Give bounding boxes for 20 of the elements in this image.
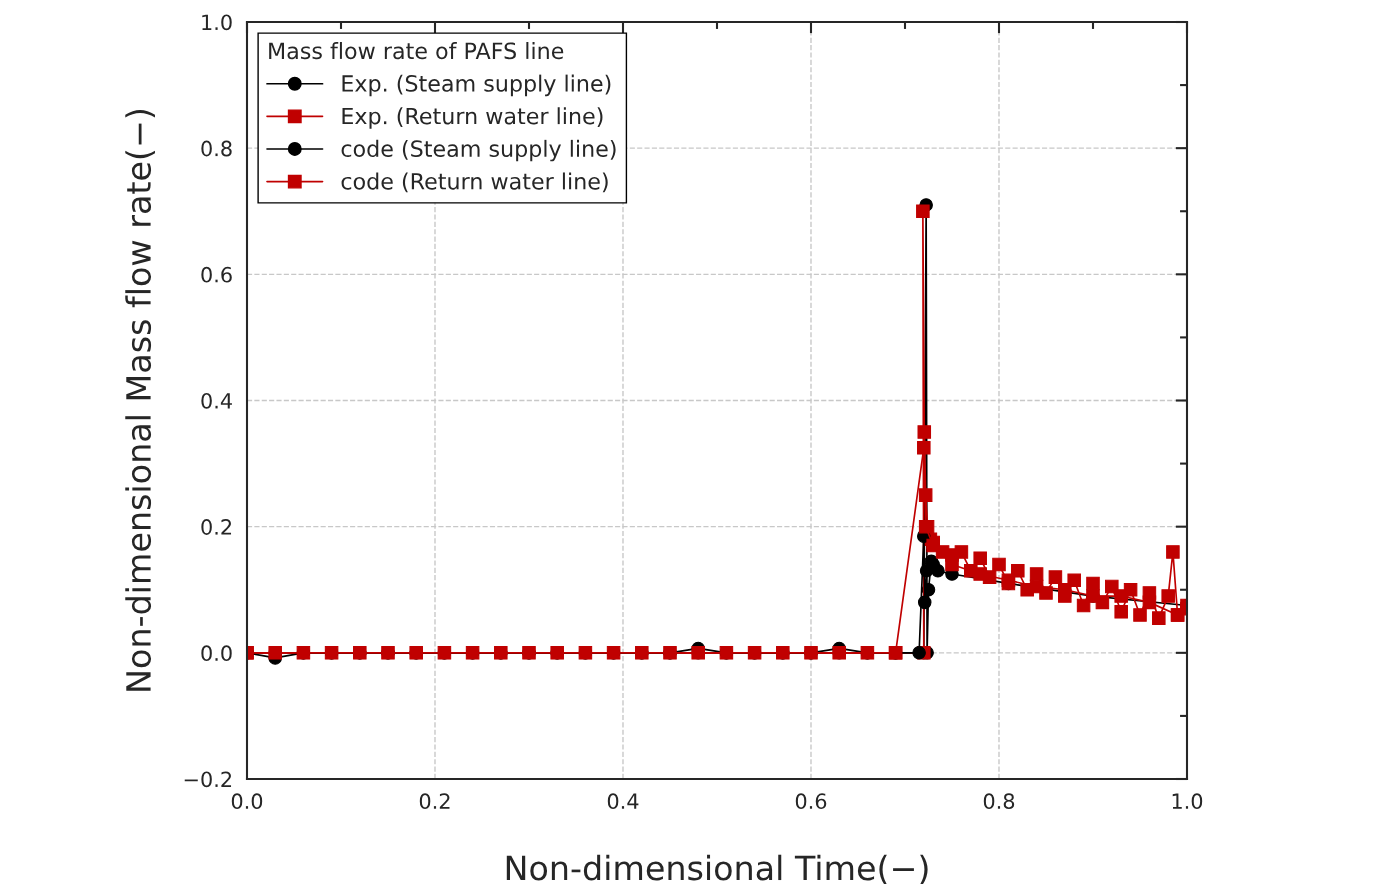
y-tick-label: 0.2 — [201, 519, 232, 535]
legend-label: code (Steam supply line) — [341, 139, 616, 162]
x-tick-label: 0.0 — [231, 793, 263, 810]
x-axis-title: Non-dimensional Time(−) — [506, 854, 928, 884]
legend-label: Exp. (Return water line) — [342, 107, 603, 129]
x-tick-label: 0.2 — [419, 793, 450, 810]
y-tick-label: 0.0 — [201, 645, 232, 662]
y-tick-label: 0.6 — [201, 266, 232, 283]
y-tick-label: 0.8 — [201, 140, 232, 157]
legend-label: Exp. (Steam supply line) — [342, 74, 611, 97]
x-tick-label: 0.6 — [795, 793, 827, 810]
x-tick-label: 0.4 — [607, 793, 639, 810]
y-axis-title: Non-dimensional Mass flow rate(−) — [125, 109, 155, 691]
x-tick-label: 0.8 — [983, 793, 1015, 810]
x-tick-label: 1.0 — [1172, 793, 1203, 810]
y-tick-label: 0.4 — [201, 392, 232, 409]
y-tick-label: 1.0 — [202, 14, 232, 31]
y-tick-label: −0.2 — [184, 771, 232, 788]
legend-title: Mass flow rate of PAFS line — [269, 42, 564, 60]
legend-label: code (Return water line) — [341, 172, 608, 193]
